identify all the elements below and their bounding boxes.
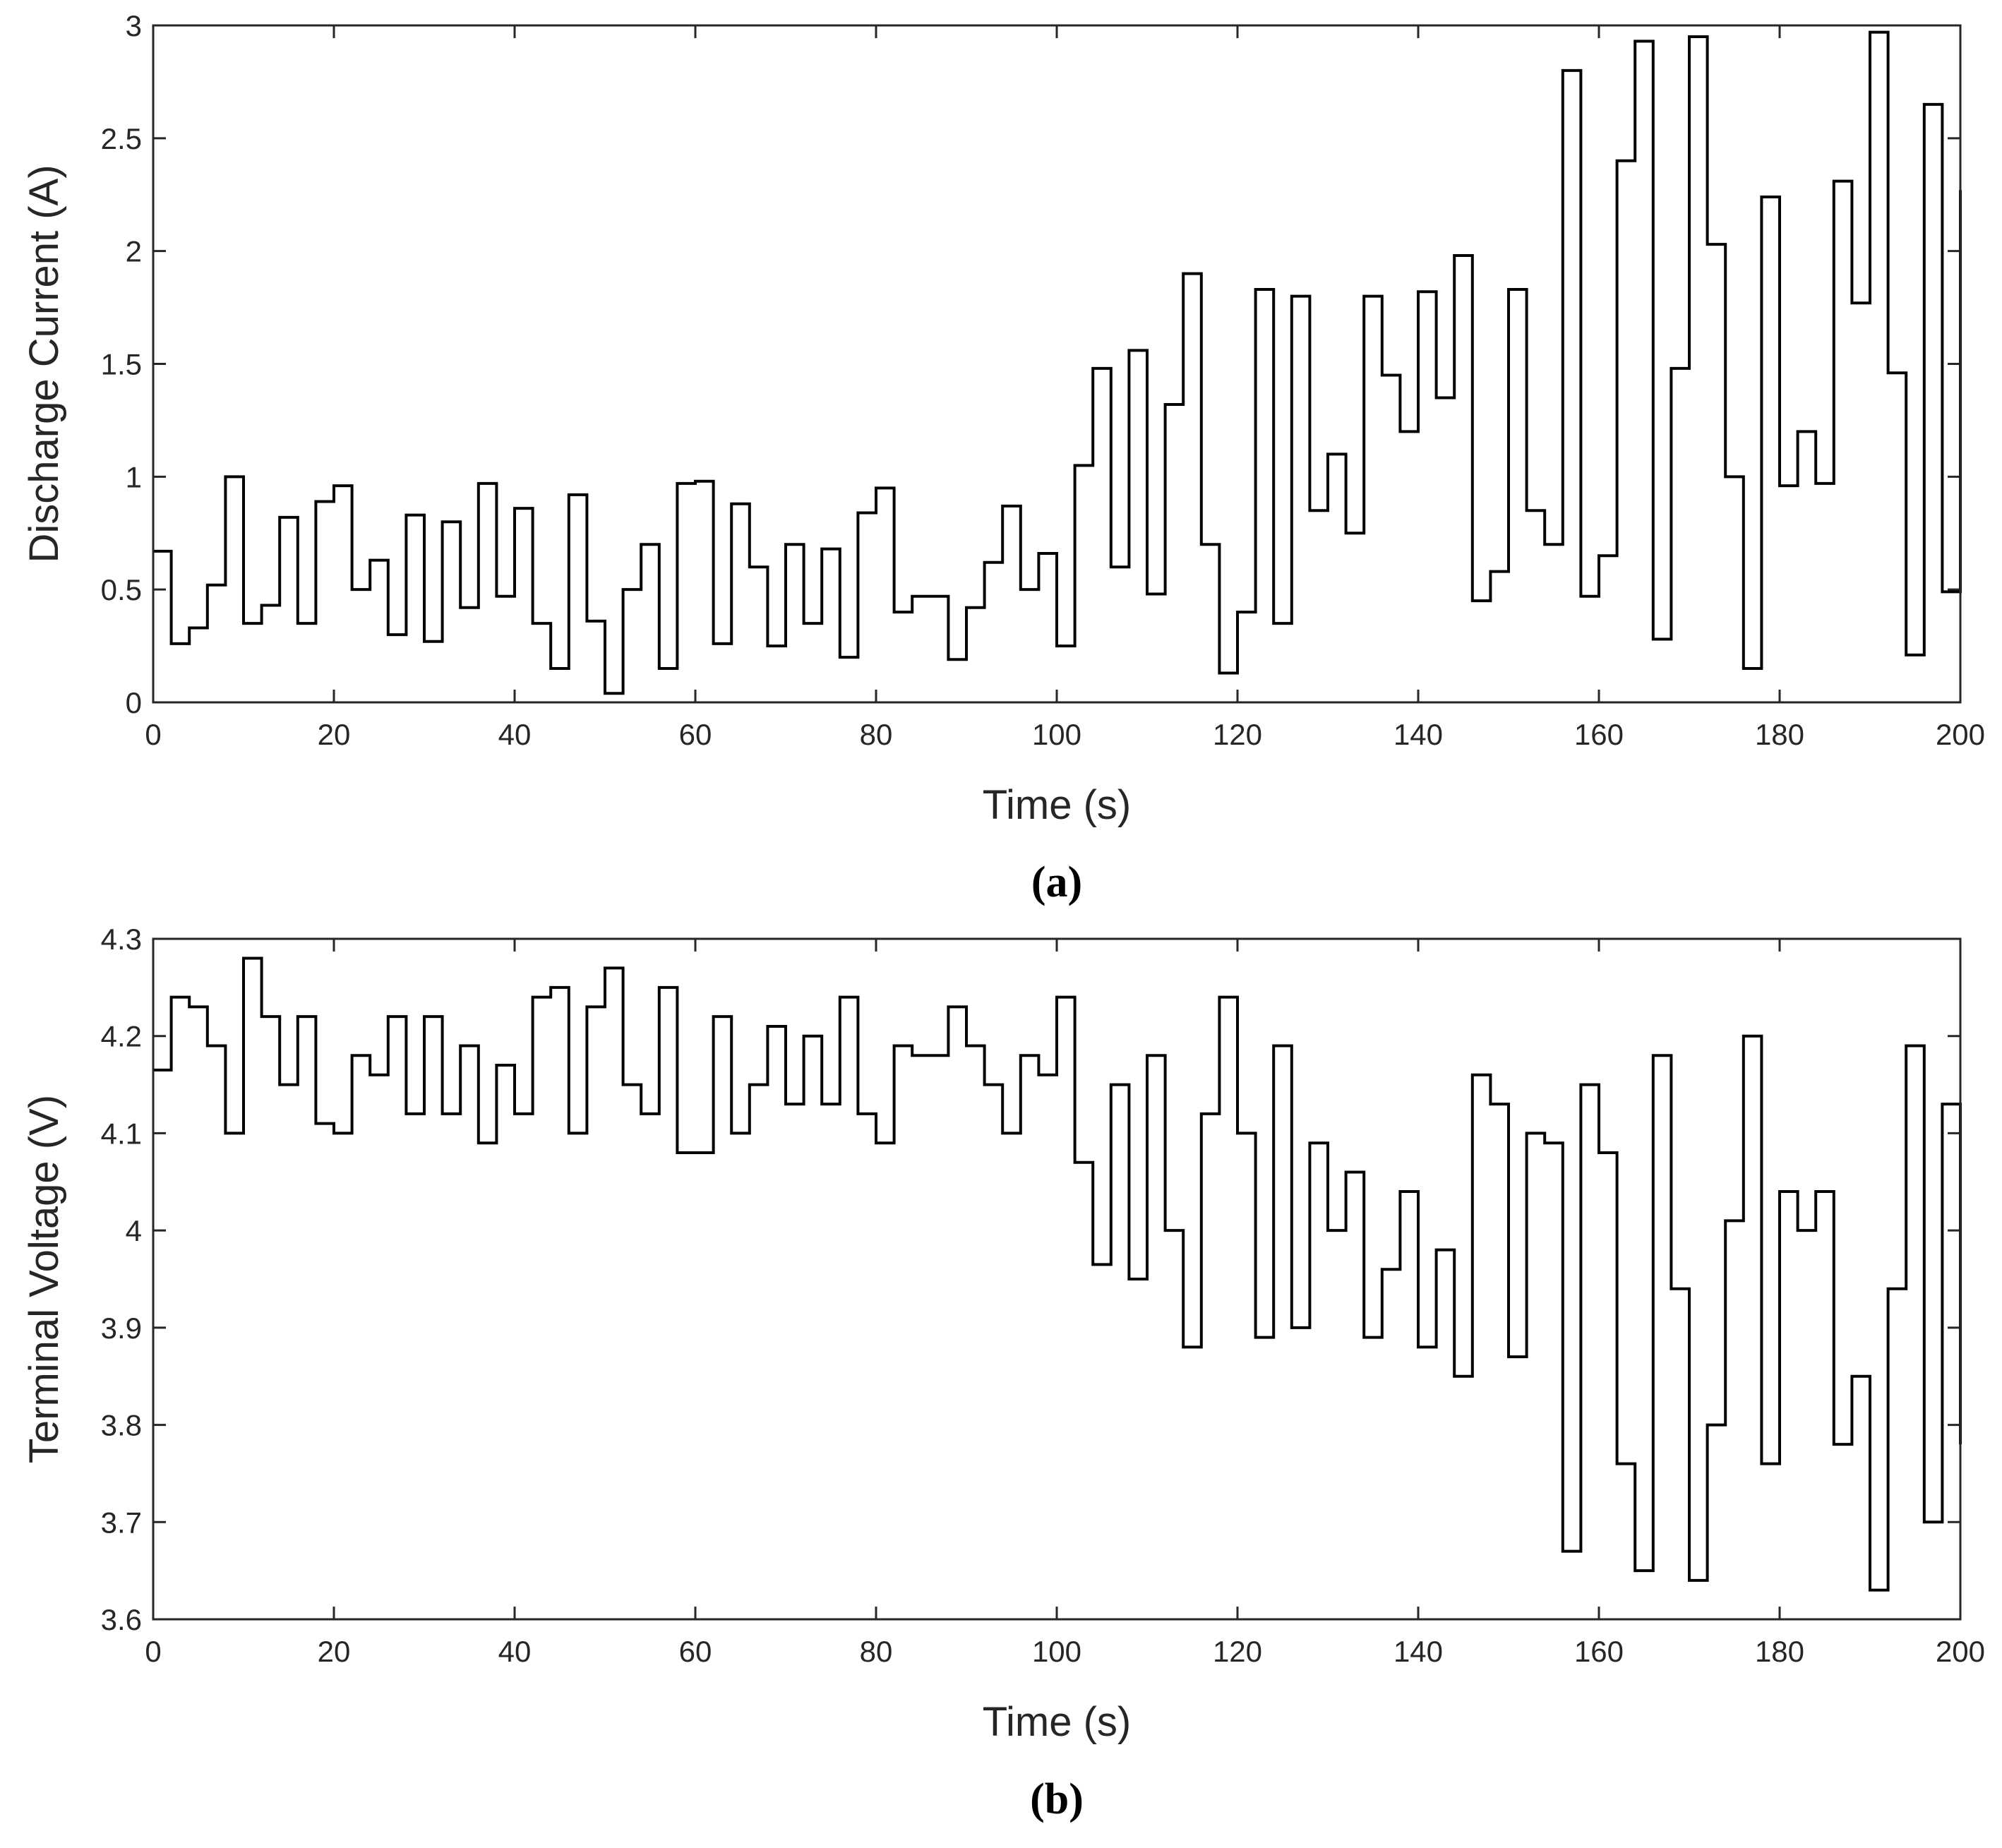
- data-line: [153, 30, 1962, 695]
- x-tick-label: 40: [498, 718, 532, 751]
- x-tick-label: 60: [679, 1635, 712, 1668]
- axes-box: [152, 937, 1962, 1621]
- x-tick-label: 20: [318, 1635, 351, 1668]
- y-tick-label: 3.8: [101, 1409, 142, 1442]
- y-tick-label: 1.5: [101, 348, 142, 381]
- x-axis-label: Time (s): [983, 1699, 1131, 1745]
- x-tick-label: 120: [1213, 1635, 1262, 1668]
- x-tick-label: 200: [1936, 718, 1985, 751]
- y-tick-label: 2: [126, 235, 142, 268]
- y-axis-label: Terminal Voltage (V): [21, 1095, 67, 1463]
- y-tick-label: 4.2: [101, 1020, 142, 1053]
- y-tick-label: 4.3: [101, 923, 142, 956]
- caption: (b): [1030, 1775, 1084, 1823]
- x-tick-label: 0: [145, 718, 161, 751]
- y-tick-label: 4.1: [101, 1117, 142, 1150]
- x-tick-label: 140: [1393, 718, 1443, 751]
- x-tick-label: 160: [1574, 1635, 1624, 1668]
- x-tick-label: 100: [1032, 1635, 1081, 1668]
- x-tick-label: 20: [318, 718, 351, 751]
- x-tick-label: 40: [498, 1635, 532, 1668]
- y-tick-label: 1: [126, 460, 142, 493]
- x-tick-label: 120: [1213, 718, 1262, 751]
- y-tick-label: 4: [126, 1214, 142, 1247]
- y-tick-label: 0.5: [101, 573, 142, 606]
- x-tick-label: 160: [1574, 718, 1624, 751]
- y-tick-label: 3: [126, 9, 142, 42]
- y-tick-label: 3.7: [101, 1506, 142, 1539]
- x-tick-label: 80: [860, 718, 893, 751]
- x-tick-label: 60: [679, 718, 712, 751]
- data-line: [153, 956, 1962, 1592]
- x-tick-label: 180: [1755, 718, 1804, 751]
- y-tick-label: 0: [126, 686, 142, 719]
- x-tick-label: 100: [1032, 718, 1081, 751]
- x-tick-label: 0: [145, 1635, 161, 1668]
- x-tick-label: 180: [1755, 1635, 1804, 1668]
- caption: (a): [1031, 858, 1082, 906]
- y-tick-label: 3.6: [101, 1603, 142, 1636]
- axes-box: [152, 24, 1962, 704]
- x-axis-label: Time (s): [983, 782, 1131, 828]
- x-tick-label: 140: [1393, 1635, 1443, 1668]
- y-tick-label: 3.9: [101, 1312, 142, 1345]
- y-tick-label: 2.5: [101, 122, 142, 155]
- x-tick-label: 200: [1936, 1635, 1985, 1668]
- x-tick-label: 80: [860, 1635, 893, 1668]
- y-axis-label: Discharge Current (A): [21, 164, 67, 563]
